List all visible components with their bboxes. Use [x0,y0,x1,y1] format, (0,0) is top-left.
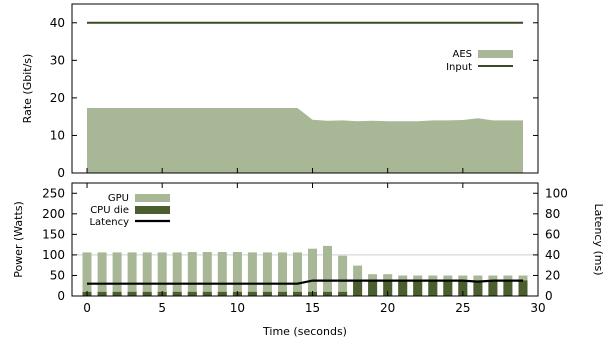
cpu-die-bar [262,291,272,296]
rate-ytick-label: 0 [57,166,65,180]
gpu-bar [157,252,167,296]
legend-cpu-die-swatch [135,206,170,214]
aes-area [87,108,523,173]
power-ytick-label: 100 [42,248,65,262]
legend-latency-label: Latency [89,217,129,228]
cpu-die-bar [187,291,197,296]
cpu-die-bar [428,280,438,296]
cpu-die-bar [503,280,513,296]
power-ylabel: Power (Watts) [12,201,25,278]
cpu-die-bar [338,291,348,296]
rate-panel: 0 10 20 30 40 Rate (Gbit/s) AES Input [21,3,539,180]
gpu-bar [293,252,302,296]
rate-ylabel: Rate (Gbit/s) [21,54,34,124]
gpu-bar [202,252,212,296]
rate-axes-frame [71,3,539,174]
latency-line [87,279,523,285]
cpu-die-bar [383,280,393,296]
legend-cpu-die-label: CPU die [90,205,129,216]
cpu-die-bar [518,280,528,296]
time-xtick-label: 10 [230,301,245,315]
legend-input-label: Input [446,62,472,73]
cpu-die-bar [443,280,453,296]
gpu-bar [82,252,92,296]
rate-ytick-label: 40 [50,16,65,30]
gpu-bar [127,252,137,296]
cpu-die-bar [353,280,363,296]
gpu-bar [142,252,152,296]
cpu-die-bar [142,291,152,296]
time-xtick-label: 25 [455,301,470,315]
time-xtick-label: 5 [158,301,166,315]
cpu-die-bar [112,291,122,296]
power-latency-panel: 0 50 100 150 200 250 0 20 40 60 80 100 0 5 10 15 20 25 30 P… [12,182,605,338]
power-ytick-label: 250 [42,186,65,200]
cpu-die-bar [202,291,212,296]
legend-gpu-label: GPU [108,193,129,204]
latency-ytick-label: 60 [545,227,560,241]
gpu-bar [232,252,242,296]
legend-gpu-swatch [135,194,170,202]
gpu-bar [278,252,287,296]
latency-ytick-label: 40 [545,248,560,262]
gpu-bar [338,255,348,296]
gpu-bar [172,252,182,296]
rate-ytick-label: 30 [50,53,65,67]
cpu-die-bar [293,291,302,296]
gpu-bar [308,248,317,296]
latency-ytick-label: 100 [545,186,568,200]
power-ytick-label: 50 [50,268,65,282]
power-ytick-label: 150 [42,227,65,241]
gpu-bar [247,252,257,296]
time-xlabel: Time (seconds) [262,325,347,338]
power-ytick-label: 0 [57,289,65,303]
cpu-die-bar [458,280,468,296]
cpu-die-bar [97,291,107,296]
legend-aes-label: AES [452,49,472,60]
power-ytick-label: 200 [42,207,65,221]
cpu-die-bar [127,291,137,296]
latency-ytick-label: 0 [545,289,553,303]
cpu-die-bar [172,291,182,296]
gpu-bar [112,252,122,296]
cpu-die-bar [278,291,287,296]
time-xtick-label: 0 [83,301,91,315]
gpu-bar [97,252,107,296]
rate-ytick-label: 10 [50,128,65,142]
gpu-bar [217,252,227,296]
latency-ytick-label: 80 [545,207,560,221]
cpu-die-bar [247,291,257,296]
cpu-die-bar [488,280,498,296]
legend-aes-swatch [478,50,513,58]
rate-ytick-label: 20 [50,91,65,105]
latency-ytick-label: 20 [545,268,560,282]
latency-ylabel: Latency (ms) [592,203,605,275]
cpu-die-bar [368,280,378,296]
power-axes-frame [71,182,539,297]
gpu-bar [323,245,332,296]
time-xtick-label: 15 [305,301,320,315]
cpu-die-bar [473,280,483,296]
gpu-bar [187,252,197,296]
cpu-die-bar [398,280,408,296]
cpu-die-bar [413,280,423,296]
time-xtick-label: 20 [380,301,395,315]
gpu-bar [262,252,272,296]
cpu-die-bar [323,291,332,296]
time-xtick-label: 30 [530,301,545,315]
cpu-die-bar [217,291,227,296]
